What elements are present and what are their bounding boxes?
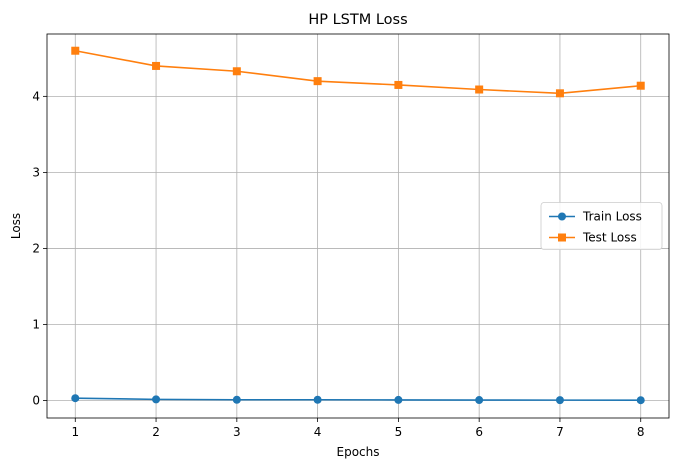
legend-test-loss-label: Test Loss xyxy=(582,231,637,245)
legend-train-loss-marker xyxy=(558,212,566,221)
test-loss-point xyxy=(636,81,645,90)
y-tick-label: 3 xyxy=(32,165,40,179)
y-tick-label: 2 xyxy=(32,241,40,255)
test-loss-point xyxy=(313,77,322,86)
test-loss-point xyxy=(475,85,484,94)
x-tick-label: 1 xyxy=(71,425,79,439)
test-loss-point xyxy=(152,61,161,70)
x-axis-label: Epochs xyxy=(337,445,380,459)
axis-ticks: 1 2 3 4 5 6 7 8 0 1 2 3 4 xyxy=(32,89,644,439)
test-loss-point xyxy=(71,46,80,55)
train-loss-line xyxy=(75,397,641,402)
legend-train-loss-label: Train Loss xyxy=(582,210,642,224)
plot-area-frame xyxy=(46,33,670,419)
x-tick-label: 3 xyxy=(233,425,241,439)
y-tick-label: 0 xyxy=(32,394,40,408)
train-loss-point xyxy=(232,395,241,404)
x-tick-label: 2 xyxy=(152,425,160,439)
train-loss-point xyxy=(475,396,484,405)
train-loss-point xyxy=(636,396,645,405)
y-tick-label: 1 xyxy=(32,317,40,331)
x-tick-label: 6 xyxy=(475,425,483,439)
legend-test-loss-marker xyxy=(558,233,566,242)
train-loss-point xyxy=(152,395,161,404)
y-tick-label: 4 xyxy=(32,89,40,103)
x-tick-label: 7 xyxy=(556,425,564,439)
y-axis-label: Loss xyxy=(9,213,23,239)
x-tick-label: 5 xyxy=(395,425,403,439)
x-tick-label: 8 xyxy=(637,425,645,439)
legend: Train Loss Test Loss xyxy=(540,202,663,250)
chart-title: HP LSTM Loss xyxy=(308,12,407,28)
test-loss-point xyxy=(232,67,241,76)
test-loss-point xyxy=(394,80,403,89)
x-tick-label: 4 xyxy=(314,425,322,439)
train-loss-point xyxy=(71,394,80,403)
train-loss-point xyxy=(313,395,322,404)
train-loss-point xyxy=(394,395,403,404)
test-loss-line xyxy=(75,49,641,95)
train-loss-point xyxy=(555,396,564,405)
test-loss-point xyxy=(555,89,564,98)
series-layer xyxy=(71,46,645,405)
